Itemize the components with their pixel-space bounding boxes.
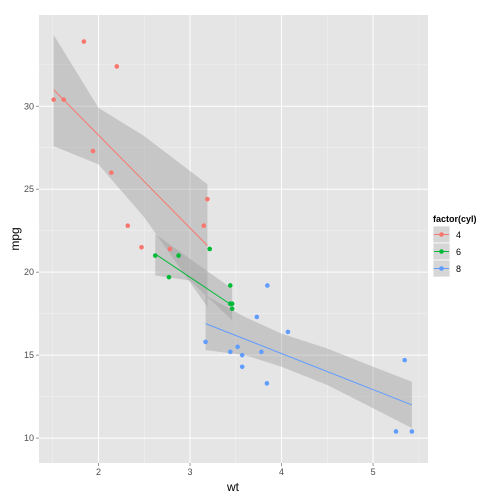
legend-label: 8 — [456, 264, 461, 274]
data-point-8 — [239, 364, 245, 370]
data-point-6 — [229, 306, 235, 311]
data-point-4 — [109, 170, 114, 175]
x-tick-label: 4 — [279, 467, 284, 477]
y-axis-ticks: 10 15 20 25 30 — [24, 101, 39, 443]
fit-line-8 — [205, 323, 413, 406]
data-point-8 — [259, 349, 264, 355]
x-tick-label: 3 — [188, 467, 193, 477]
data-point-8 — [203, 339, 208, 345]
data-point-4 — [139, 244, 144, 250]
data-point-4 — [201, 223, 207, 229]
major-grid — [39, 15, 428, 463]
y-tick-label: 10 — [24, 433, 34, 443]
y-tick-label: 20 — [24, 267, 34, 277]
data-point-6 — [152, 253, 158, 258]
data-point-8 — [285, 329, 291, 335]
legend-key-point — [439, 249, 444, 254]
legend-title: factor(cyl) — [433, 214, 477, 224]
y-tick-label: 15 — [24, 350, 34, 360]
legend-key-point — [439, 232, 444, 237]
legend: factor(cyl) 4 6 8 — [432, 214, 477, 278]
data-point-8 — [239, 352, 245, 358]
data-point-4 — [125, 223, 131, 229]
y-axis-title: mpg — [8, 227, 22, 250]
confidence-band-8 — [205, 295, 412, 429]
data-point-4 — [61, 97, 67, 102]
data-points — [51, 39, 415, 434]
data-point-6 — [229, 301, 235, 307]
data-point-6 — [227, 283, 233, 288]
data-point-8 — [254, 314, 260, 320]
data-point-4 — [51, 97, 56, 102]
data-point-4 — [205, 196, 210, 202]
x-tick-label: 2 — [96, 467, 101, 477]
fit-line-6 — [154, 253, 233, 306]
data-point-6 — [166, 274, 172, 280]
legend-key-point — [439, 266, 444, 271]
data-point-8 — [265, 283, 270, 288]
data-point-8 — [235, 344, 240, 350]
x-axis-title: wt — [226, 480, 240, 494]
plot-panel — [39, 15, 428, 463]
fit-line-4 — [53, 89, 208, 246]
confidence-bands — [53, 34, 412, 429]
data-point-6 — [207, 246, 213, 252]
minor-grid — [39, 15, 428, 463]
data-point-4 — [90, 148, 96, 154]
legend-keys: 4 6 8 — [432, 225, 461, 278]
legend-label: 4 — [456, 230, 461, 240]
confidence-band-4 — [53, 34, 208, 308]
fit-lines — [53, 89, 413, 406]
data-point-8 — [402, 357, 407, 363]
data-point-4 — [167, 246, 173, 252]
data-point-8 — [264, 381, 270, 386]
y-tick-label: 25 — [24, 184, 34, 194]
data-point-4 — [81, 39, 87, 44]
data-point-4 — [114, 64, 120, 69]
data-point-6 — [176, 253, 181, 258]
data-point-8 — [227, 349, 233, 355]
x-tick-label: 5 — [371, 467, 376, 477]
data-point-8 — [409, 429, 415, 434]
y-tick-label: 30 — [24, 101, 34, 111]
data-point-8 — [393, 429, 399, 434]
x-axis-ticks: 2 3 4 5 — [96, 463, 376, 477]
confidence-band-6 — [155, 234, 233, 321]
legend-label: 6 — [456, 247, 461, 257]
